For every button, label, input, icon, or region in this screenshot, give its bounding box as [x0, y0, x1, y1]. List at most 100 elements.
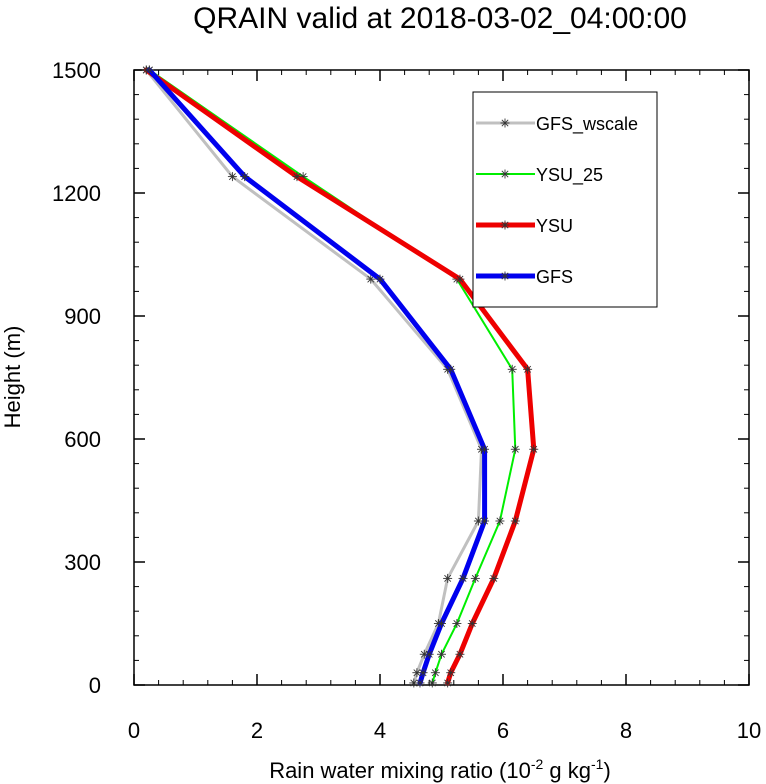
data-point: [480, 516, 490, 526]
x-tick-label: 6: [497, 718, 509, 743]
data-point: [523, 364, 533, 374]
data-point: [418, 668, 428, 678]
marker-stroke: [419, 669, 427, 677]
marker-stroke: [468, 619, 476, 628]
data-point: [424, 649, 434, 659]
data-point: [437, 619, 446, 628]
data-point: [452, 619, 462, 628]
chart-title: QRAIN valid at 2018-03-02_04:00:00: [193, 2, 687, 35]
legend-box: [472, 91, 658, 308]
marker-stroke: [508, 365, 516, 373]
data-point: [507, 364, 517, 374]
y-tick-label: 0: [89, 673, 101, 698]
data-point: [409, 678, 419, 688]
data-point: [495, 516, 505, 526]
y-axis-label: Height (m): [0, 326, 25, 429]
marker-stroke: [524, 365, 532, 373]
y-tick-label: 300: [64, 550, 101, 575]
x-axis-label-sup2: -1: [591, 756, 604, 772]
legend-marker: [500, 169, 510, 179]
marker-stroke: [420, 650, 428, 658]
x-tick-label: 10: [737, 718, 761, 743]
data-point: [446, 668, 456, 678]
y-tick-label: 600: [64, 427, 101, 452]
marker-stroke: [501, 170, 509, 178]
series-layer: [141, 65, 539, 688]
axes: 0 2 4 6 8 10 0 300 600 900 1200 1500: [52, 58, 761, 743]
series-line: [144, 68, 483, 685]
data-point: [144, 65, 154, 75]
marker-stroke: [501, 272, 509, 280]
data-point: [366, 274, 376, 284]
marker-stroke: [471, 574, 479, 582]
data-point: [227, 172, 237, 182]
data-point: [375, 274, 385, 284]
marker-stroke: [444, 574, 452, 582]
x-tick-label: 4: [374, 718, 386, 743]
data-point: [473, 516, 483, 526]
marker-stroke: [367, 275, 375, 283]
marker-stroke: [428, 679, 436, 687]
data-point: [529, 444, 539, 454]
marker-stroke: [530, 445, 538, 453]
marker-stroke: [145, 66, 153, 74]
marker-stroke: [453, 619, 461, 628]
marker-stroke: [413, 669, 421, 677]
marker-stroke: [228, 173, 236, 181]
data-point: [443, 573, 453, 583]
data-point: [455, 274, 465, 284]
legend-marker: [500, 220, 510, 230]
marker-stroke: [425, 650, 433, 658]
marker-stroke: [459, 574, 467, 582]
legend-item-gfs: GFS: [476, 267, 573, 287]
plot-frame: [133, 69, 750, 686]
data-point: [489, 573, 499, 583]
marker-stroke: [376, 275, 384, 283]
marker-stroke: [456, 650, 464, 658]
x-tick-label: 2: [251, 718, 263, 743]
marker-stroke: [416, 679, 424, 687]
marker-stroke: [293, 173, 301, 181]
data-point: [443, 678, 453, 688]
data-point: [437, 649, 446, 659]
marker-stroke: [481, 445, 489, 453]
marker-stroke: [447, 365, 455, 373]
data-point: [458, 573, 468, 583]
marker-stroke: [431, 669, 439, 677]
x-tick-label: 0: [128, 718, 140, 743]
data-point: [240, 172, 250, 182]
series-line: [148, 69, 517, 684]
x-axis-label: Rain water mixing ratio (10-2 g kg-1): [269, 756, 611, 783]
legend-label: YSU: [536, 216, 573, 236]
legend-item-ysu-25: YSU_25: [476, 165, 603, 186]
marker-stroke: [437, 619, 446, 628]
series-line: [146, 67, 488, 686]
marker-stroke: [511, 445, 519, 453]
x-axis-label-end: ): [603, 758, 610, 783]
data-point: [446, 364, 456, 374]
legend-label: YSU_25: [536, 165, 603, 186]
x-axis-label-mid: g kg: [543, 758, 591, 783]
legend-item-ysu: YSU: [476, 216, 573, 236]
series-gfs: [144, 65, 490, 688]
marker-stroke: [501, 119, 509, 127]
marker-stroke: [447, 669, 455, 677]
data-point: [470, 573, 480, 583]
marker-stroke: [456, 275, 464, 283]
marker-stroke: [444, 679, 452, 687]
legend: GFS_wscale YSU_25 YSU GFS: [472, 91, 658, 308]
marker-stroke: [474, 517, 482, 525]
marker-stroke: [437, 650, 446, 658]
series-ysu-25: [144, 65, 520, 688]
legend-item-gfs-wscale: GFS_wscale: [476, 114, 638, 135]
marker-stroke: [490, 574, 498, 582]
data-point: [427, 678, 437, 688]
y-tick-label: 900: [64, 304, 101, 329]
legend-label: GFS_wscale: [536, 114, 638, 135]
data-point: [430, 668, 440, 678]
x-axis-label-base: Rain water mixing ratio (10: [269, 758, 531, 783]
legend-marker: [500, 118, 510, 128]
data-point: [510, 444, 520, 454]
marker-stroke: [501, 221, 509, 229]
